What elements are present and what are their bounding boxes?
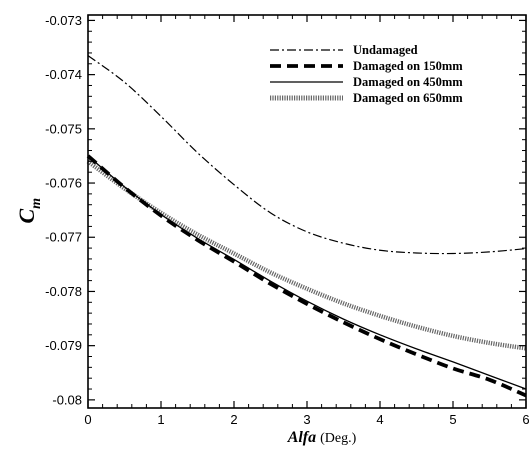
y-axis-title-main: C [14, 209, 39, 224]
legend-label: Damaged on 150mm [353, 59, 463, 73]
series-line-damaged-on-650mm [86, 159, 527, 351]
y-tick-label: -0.074 [45, 67, 82, 82]
x-tick-label: 3 [303, 412, 310, 427]
y-tick-label: -0.08 [52, 392, 82, 407]
x-axis-title: Alfa (Deg.) [287, 429, 357, 446]
x-tick-label: 1 [157, 412, 164, 427]
y-tick-label: -0.073 [45, 13, 82, 28]
legend-label: Undamaged [353, 43, 418, 57]
x-axis-title-unit: (Deg.) [320, 431, 356, 446]
y-tick-label: -0.076 [45, 176, 82, 191]
y-tick-label: -0.078 [45, 284, 82, 299]
series-line-damaged-on-450mm [87, 155, 527, 390]
legend: Undamaged Damaged on 150mm Damaged on 450m… [270, 43, 463, 105]
x-tick-label: 5 [449, 412, 456, 427]
series-layer [86, 55, 527, 398]
x-tick-label: 2 [230, 412, 237, 427]
ticks-layer: 0 1 2 3 4 5 6 -0.073 -0.074 -0.075 -0.076 -0.077 -0.… [45, 13, 529, 427]
series-line-damaged-on-150mm [86, 154, 527, 398]
x-tick-label: 6 [522, 412, 529, 427]
legend-label: Damaged on 450mm [353, 75, 463, 89]
x-axis-title-main: Alfa [287, 429, 316, 446]
y-tick-label: -0.075 [45, 121, 82, 136]
x-tick-label: 0 [84, 412, 91, 427]
x-tick-label: 4 [376, 412, 383, 427]
series-line-undamaged [87, 55, 527, 255]
legend-label: Damaged on 650mm [353, 91, 463, 105]
y-tick-label: -0.077 [45, 230, 82, 245]
y-axis-title-subscript: m [29, 198, 44, 209]
y-axis-title: Cm [14, 198, 44, 224]
y-tick-label: -0.079 [45, 338, 82, 353]
